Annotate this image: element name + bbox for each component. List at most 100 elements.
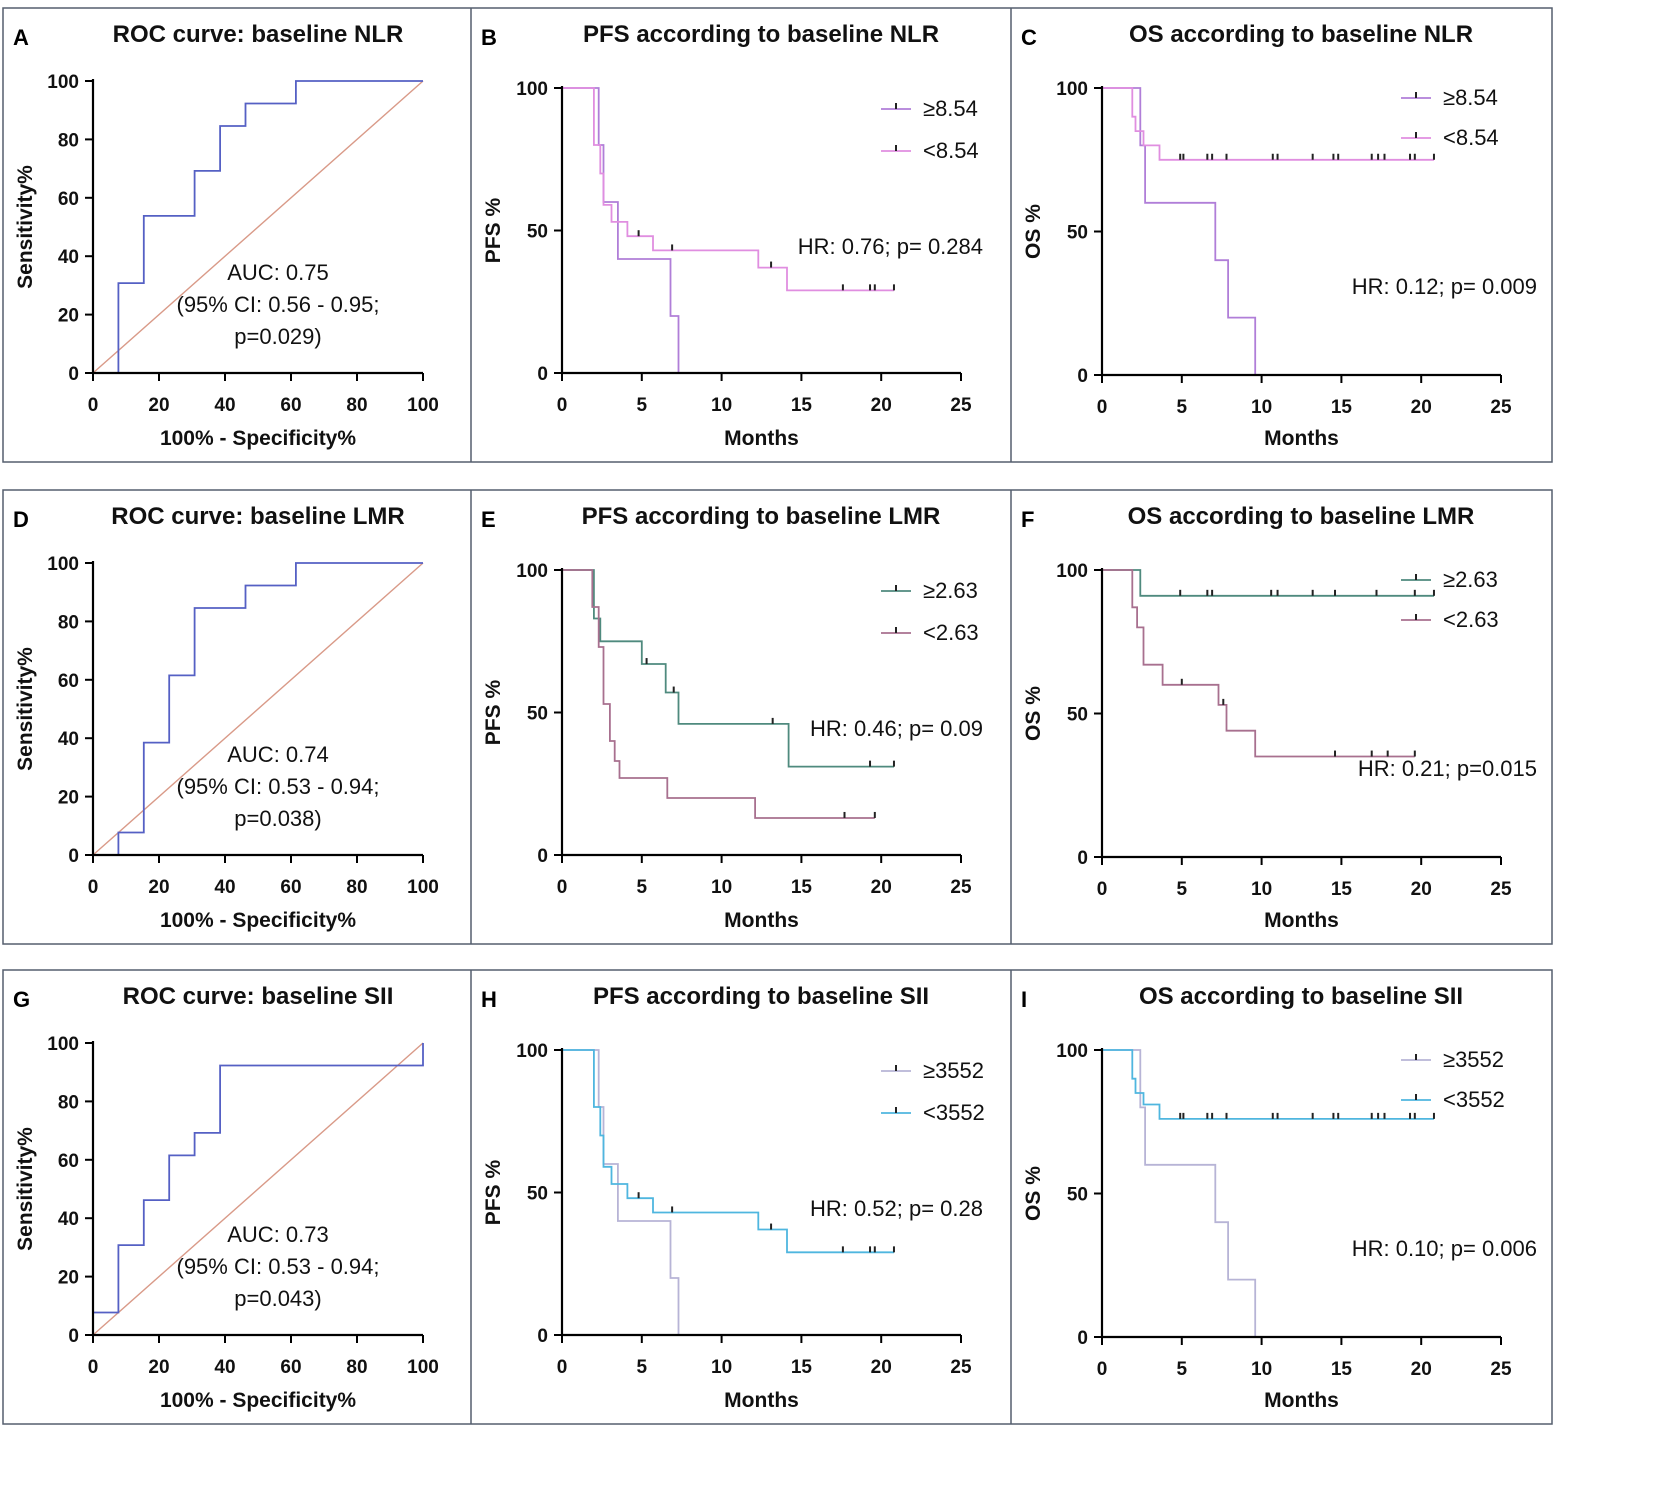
stats-annotation: (95% CI: 0.56 - 0.95; (177, 292, 380, 317)
x-tick-label: 25 (950, 1357, 972, 1378)
stats-annotation: HR: 0.10; p= 0.006 (1352, 1236, 1537, 1261)
legend-label: <8.54 (923, 138, 979, 163)
panel-letter: D (13, 507, 29, 532)
y-tick-label: 0 (68, 364, 79, 385)
km-curve-series-1 (1102, 569, 1434, 597)
x-tick-label: 0 (557, 395, 568, 416)
roc-curve (93, 80, 423, 374)
y-tick-label: 100 (516, 561, 548, 582)
stats-annotation: AUC: 0.73 (227, 1222, 329, 1247)
legend-label: ≥2.63 (1443, 567, 1498, 592)
stats-annotation: HR: 0.46; p= 0.09 (810, 716, 983, 741)
x-tick-label: 20 (871, 1357, 892, 1378)
reference-diagonal (92, 562, 424, 856)
y-tick-label: 0 (537, 846, 548, 867)
panel-letter: E (481, 507, 496, 532)
y-tick-label: 0 (1077, 848, 1088, 869)
y-tick-label: 60 (58, 671, 79, 692)
x-tick-label: 20 (1411, 397, 1432, 418)
x-tick-label: 5 (637, 395, 648, 416)
y-tick-label: 80 (58, 612, 79, 633)
legend-label: ≥2.63 (923, 578, 978, 603)
chart-title: PFS according to baseline NLR (583, 21, 939, 48)
x-tick-label: 0 (88, 395, 99, 416)
legend-label: ≥8.54 (1443, 85, 1498, 110)
x-tick-label: 20 (148, 877, 169, 898)
panel-e: E PFS according to baseline LMR 0 5 10 15 20 25… (481, 503, 983, 932)
panel-i: I OS according to baseline SII 0 5 10 15 20 25 0… (1021, 983, 1537, 1412)
x-tick-label: 15 (791, 1357, 813, 1378)
x-tick-label: 80 (346, 1357, 367, 1378)
x-axis-label: 100% - Specificity% (160, 909, 356, 932)
y-tick-label: 100 (47, 72, 79, 93)
roc-curve (93, 562, 423, 856)
x-axis-label: Months (1264, 427, 1339, 450)
x-tick-label: 80 (346, 395, 367, 416)
x-tick-label: 0 (1097, 1359, 1108, 1380)
km-curve-series-1 (1102, 87, 1257, 375)
chart-title: OS according to baseline NLR (1129, 21, 1473, 48)
x-axis-label: 100% - Specificity% (160, 427, 356, 450)
x-tick-label: 60 (280, 1357, 301, 1378)
y-tick-label: 100 (47, 554, 79, 575)
y-axis-label: PFS % (482, 198, 505, 264)
km-curve-series-2 (1102, 87, 1434, 161)
x-tick-label: 100 (407, 395, 439, 416)
legend-label: <3552 (1443, 1087, 1505, 1112)
y-axis-label: OS % (1022, 1166, 1045, 1221)
x-tick-label: 15 (1331, 1359, 1353, 1380)
legend-label: <2.63 (1443, 607, 1499, 632)
x-tick-label: 5 (1177, 397, 1188, 418)
x-tick-label: 25 (950, 395, 972, 416)
chart-title: OS according to baseline SII (1139, 983, 1463, 1010)
x-axis-label: Months (724, 909, 799, 932)
y-axis-label: Sensitivity% (14, 647, 37, 771)
stats-annotation: p=0.043) (234, 1286, 321, 1311)
y-tick-label: 50 (527, 222, 548, 243)
y-tick-label: 0 (537, 364, 548, 385)
panel-f: F OS according to baseline LMR 0 5 10 15 20 25 0… (1021, 503, 1537, 932)
x-tick-label: 10 (711, 1357, 732, 1378)
y-tick-label: 100 (516, 1041, 548, 1062)
y-tick-label: 50 (1067, 705, 1088, 726)
km-curve-series-2 (562, 1049, 894, 1254)
y-tick-label: 60 (58, 189, 79, 210)
panel-letter: B (481, 25, 497, 50)
y-tick-label: 100 (516, 79, 548, 100)
x-tick-label: 20 (148, 1357, 169, 1378)
x-tick-label: 20 (148, 395, 169, 416)
legend-label: ≥3552 (1443, 1047, 1504, 1072)
stats-annotation: AUC: 0.74 (227, 742, 329, 767)
panel-h: H PFS according to baseline SII 0 5 10 15 20 25… (481, 983, 985, 1412)
chart-title: PFS according to baseline SII (593, 983, 929, 1010)
x-tick-label: 5 (637, 877, 648, 898)
y-tick-label: 100 (1056, 561, 1088, 582)
x-tick-label: 15 (1331, 879, 1353, 900)
x-tick-label: 40 (214, 1357, 235, 1378)
legend-label: ≥8.54 (923, 96, 978, 121)
panel-letter: H (481, 987, 497, 1012)
x-tick-label: 60 (280, 877, 301, 898)
x-tick-label: 5 (1177, 879, 1188, 900)
y-tick-label: 40 (58, 247, 79, 268)
row-frame (2, 489, 1553, 945)
x-tick-label: 80 (346, 877, 367, 898)
y-tick-label: 0 (68, 846, 79, 867)
km-curve-series-2 (1102, 569, 1415, 758)
legend-label: <2.63 (923, 620, 979, 645)
legend-label: ≥3552 (923, 1058, 984, 1083)
x-tick-label: 15 (1331, 397, 1353, 418)
panel-letter: F (1021, 507, 1034, 532)
chart-title: OS according to baseline LMR (1128, 503, 1475, 530)
x-tick-label: 0 (1097, 879, 1108, 900)
stats-annotation: (95% CI: 0.53 - 0.94; (177, 774, 380, 799)
y-tick-label: 0 (68, 1326, 79, 1347)
km-curve-series-2 (562, 569, 875, 819)
x-tick-label: 0 (1097, 397, 1108, 418)
stats-annotation: HR: 0.52; p= 0.28 (810, 1196, 983, 1221)
x-tick-label: 10 (1251, 879, 1272, 900)
y-tick-label: 20 (58, 306, 79, 327)
stats-annotation: HR: 0.12; p= 0.009 (1352, 274, 1537, 299)
km-curve-series-1 (562, 87, 680, 373)
